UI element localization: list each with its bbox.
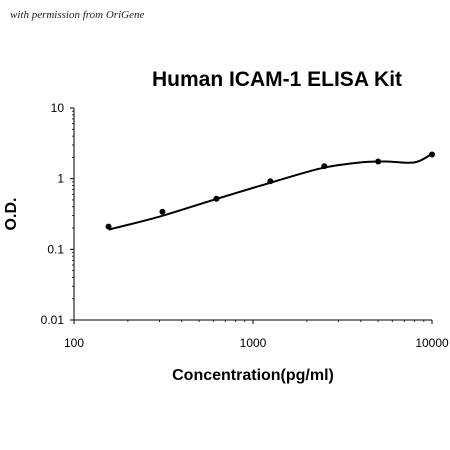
chart-title: Human ICAM-1 ELISA Kit (152, 68, 402, 91)
data-point (213, 195, 220, 202)
x-axis-label: Concentration(pg/ml) (172, 367, 334, 384)
x-tick-label: 10000 (415, 336, 449, 350)
data-point (105, 223, 112, 230)
y-tick-label: 10 (51, 101, 65, 115)
y-tick-label: 0.01 (41, 313, 65, 327)
data-point (375, 158, 382, 165)
axes: 10 1 0.1 0.01 100 1000 10000 (41, 101, 449, 350)
fit-curve-layer (108, 152, 433, 231)
data-point (159, 208, 166, 215)
credit-text: with permission from OriGene (10, 9, 145, 21)
data-point (267, 178, 274, 185)
data-point (321, 163, 328, 170)
y-axis-label: O.D. (3, 198, 20, 231)
x-tick-label: 100 (64, 336, 84, 350)
data-point (429, 151, 435, 158)
y-tick-label: 0.1 (47, 242, 64, 256)
x-tick-label: 1000 (240, 336, 267, 350)
data-points-layer (105, 151, 435, 230)
standard-curve-line (108, 152, 433, 231)
y-tick-label: 1 (57, 172, 64, 186)
